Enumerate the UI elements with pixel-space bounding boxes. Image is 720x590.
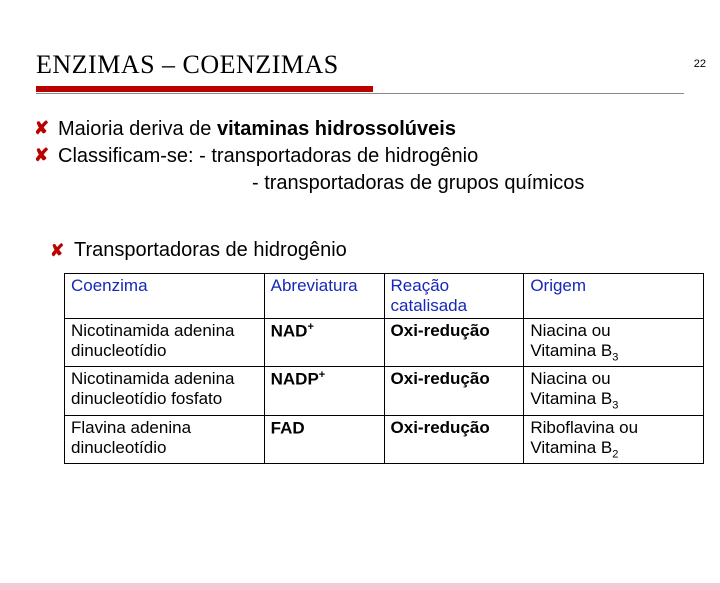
slide-title: ENZIMAS – COENZIMAS (36, 50, 684, 80)
cell-reacao: Oxi-redução (384, 367, 524, 415)
bottom-strip (0, 583, 720, 590)
vitamin-sub: 3 (612, 400, 618, 412)
cell-line: Niacina ou (530, 369, 610, 388)
cell-line: Flavina adenina (71, 418, 191, 437)
title-rule-thick (36, 86, 373, 92)
table-row: Nicotinamida adenina dinucleotídio NAD+ … (65, 318, 704, 366)
content-area: ✘ Maioria deriva de vitaminas hidrossolú… (34, 116, 700, 464)
bullet-1-bold: vitaminas hidrossolúveis (217, 118, 456, 140)
abbr-sup: + (307, 321, 313, 333)
sub-bullet: ✘ Transportadoras de hidrogênio (50, 239, 700, 263)
table-row: Nicotinamida adenina dinucleotídio fosfa… (65, 367, 704, 415)
cell-abreviatura: FAD (264, 415, 384, 463)
x-bullet-icon: ✘ (34, 143, 50, 168)
cell-origem: Niacina ou Vitamina B3 (524, 367, 704, 415)
bullet-2-continuation: - transportadoras de grupos químicos (252, 170, 700, 197)
cell-line: dinucleotídio fosfato (71, 389, 222, 408)
title-rule-thin (36, 93, 684, 94)
cell-line: Vitamina B (530, 438, 612, 457)
x-bullet-icon: ✘ (34, 116, 50, 141)
vitamin-sub: 2 (612, 448, 618, 460)
sub-bullet-text: Transportadoras de hidrogênio (74, 239, 347, 262)
cell-reacao: Oxi-redução (384, 318, 524, 366)
bullet-1-prefix: Maioria deriva de (58, 118, 217, 140)
cell-coenzima: Nicotinamida adenina dinucleotídio fosfa… (65, 367, 265, 415)
cell-line: Nicotinamida adenina (71, 369, 235, 388)
abbr-base: FAD (271, 418, 305, 437)
th-reacao: Reação catalisada (384, 273, 524, 318)
cell-coenzima: Flavina adenina dinucleotídio (65, 415, 265, 463)
th-abreviatura: Abreviatura (264, 273, 384, 318)
page-number: 22 (694, 58, 706, 70)
cell-reacao: Oxi-redução (384, 415, 524, 463)
cell-abreviatura: NAD+ (264, 318, 384, 366)
abbr-base: NADP (271, 370, 319, 389)
cell-abreviatura: NADP+ (264, 367, 384, 415)
x-bullet-icon: ✘ (50, 239, 66, 263)
bullet-1-text: Maioria deriva de vitaminas hidrossolúve… (58, 116, 456, 143)
vitamin-sub: 3 (612, 351, 618, 363)
cell-origem: Niacina ou Vitamina B3 (524, 318, 704, 366)
cell-line: Vitamina B (530, 341, 612, 360)
cell-origem: Riboflavina ou Vitamina B2 (524, 415, 704, 463)
cell-coenzima: Nicotinamida adenina dinucleotídio (65, 318, 265, 366)
abbr-sup: + (319, 369, 325, 381)
bullet-2-text: Classificam-se: - transportadoras de hid… (58, 143, 478, 170)
cell-line: dinucleotídio (71, 341, 166, 360)
cell-line: dinucleotídio (71, 438, 166, 457)
th-origem: Origem (524, 273, 704, 318)
bullet-2: ✘ Classificam-se: - transportadoras de h… (34, 143, 700, 170)
cell-line: Riboflavina ou (530, 418, 638, 437)
cell-line: Nicotinamida adenina (71, 321, 235, 340)
cell-line: Vitamina B (530, 389, 612, 408)
abbr-base: NAD (271, 322, 308, 341)
table-header-row: Coenzima Abreviatura Reação catalisada O… (65, 273, 704, 318)
title-block: ENZIMAS – COENZIMAS (36, 50, 684, 94)
table-row: Flavina adenina dinucleotídio FAD Oxi-re… (65, 415, 704, 463)
cell-line: Niacina ou (530, 321, 610, 340)
coenzyme-table: Coenzima Abreviatura Reação catalisada O… (64, 273, 704, 464)
th-coenzima: Coenzima (65, 273, 265, 318)
bullet-1: ✘ Maioria deriva de vitaminas hidrossolú… (34, 116, 700, 143)
